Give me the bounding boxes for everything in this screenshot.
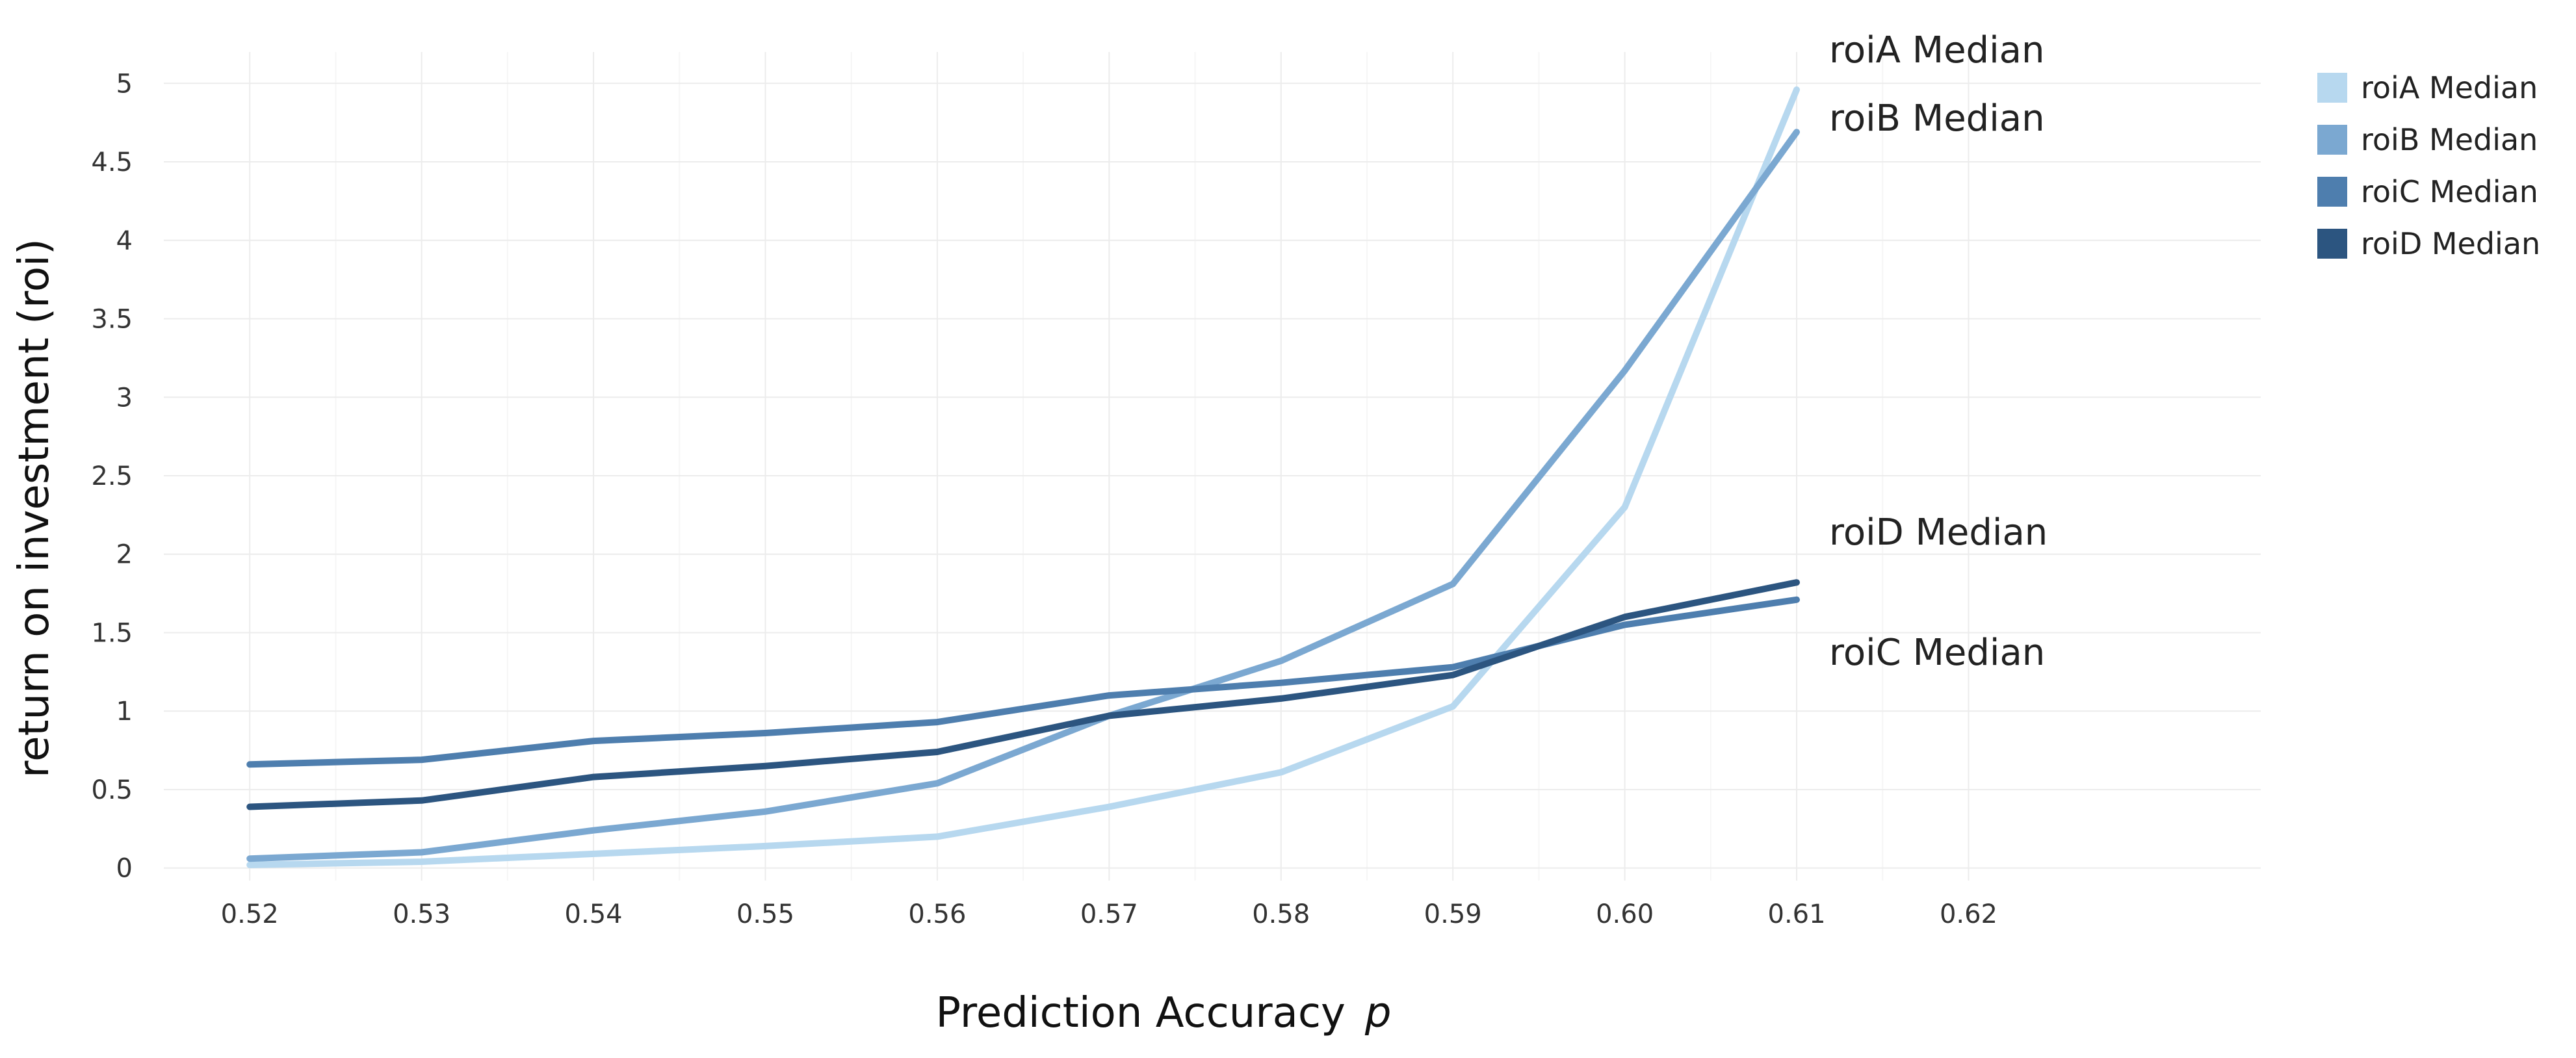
line-roib-median (246, 129, 1800, 862)
end-label-roib-median: roiB Median (1829, 97, 2045, 140)
series-lines (246, 86, 1800, 868)
legend-label: roiC Median (2361, 174, 2538, 209)
y-tick-label: 3 (116, 383, 133, 413)
x-tick-label: 0.60 (1596, 899, 1654, 929)
y-tick-label: 4.5 (91, 148, 133, 177)
x-tick-label: 0.57 (1080, 899, 1138, 929)
line-roid-median (246, 579, 1800, 810)
y-tick-label: 1.5 (91, 618, 133, 648)
y-tick-label: 2 (116, 540, 133, 570)
x-tick-label: 0.61 (1768, 899, 1826, 929)
legend-label: roiD Median (2361, 226, 2540, 261)
y-tick-label: 3.5 (91, 305, 133, 335)
legend-swatch (2317, 73, 2347, 103)
x-axis-ticks: 0.52 0.53 0.54 0.55 0.56 0.57 0.58 0.59 0.60 0.61… (221, 899, 1997, 929)
x-tick-label: 0.53 (393, 899, 450, 929)
y-tick-label: 5 (116, 69, 133, 99)
x-tick-label: 0.58 (1252, 899, 1310, 929)
legend-swatch (2317, 125, 2347, 155)
x-tick-label: 0.62 (1940, 899, 1997, 929)
end-label-roid-median: roiD Median (1829, 511, 2048, 554)
line-roia-median (246, 86, 1800, 868)
x-axis-title: Prediction Accuracy p (935, 989, 1391, 1037)
y-tick-label: 0 (116, 854, 133, 884)
legend-label: roiA Median (2361, 70, 2538, 105)
x-tick-label: 0.56 (908, 899, 966, 929)
y-tick-label: 4 (116, 226, 133, 256)
end-label-roic-median: roiC Median (1829, 632, 2045, 674)
legend-swatch (2317, 229, 2347, 259)
y-tick-label: 2.5 (91, 461, 133, 491)
x-axis-title-variable: p (1364, 989, 1392, 1037)
x-tick-label: 0.52 (221, 899, 279, 929)
legend-swatch (2317, 177, 2347, 207)
series-end-labels: roiA Median roiB Median roiD Median roiC Me… (1829, 29, 2048, 674)
end-label-roia-median: roiA Median (1829, 29, 2044, 71)
x-tick-label: 0.59 (1424, 899, 1482, 929)
y-axis-ticks: 0 0.5 1 1.5 2 2.5 3 3.5 4 4.5 5 (91, 69, 133, 883)
legend: roiA Median roiB Median roiC Median roiD Me… (2317, 70, 2540, 261)
y-tick-label: 1 (116, 697, 133, 727)
x-axis-title-text: Prediction Accuracy (935, 989, 1345, 1037)
x-tick-label: 0.54 (565, 899, 623, 929)
y-tick-label: 0.5 (91, 775, 133, 805)
legend-label: roiB Median (2361, 122, 2538, 157)
y-axis-title: return on investment (roi) (10, 239, 59, 778)
x-tick-label: 0.55 (736, 899, 794, 929)
